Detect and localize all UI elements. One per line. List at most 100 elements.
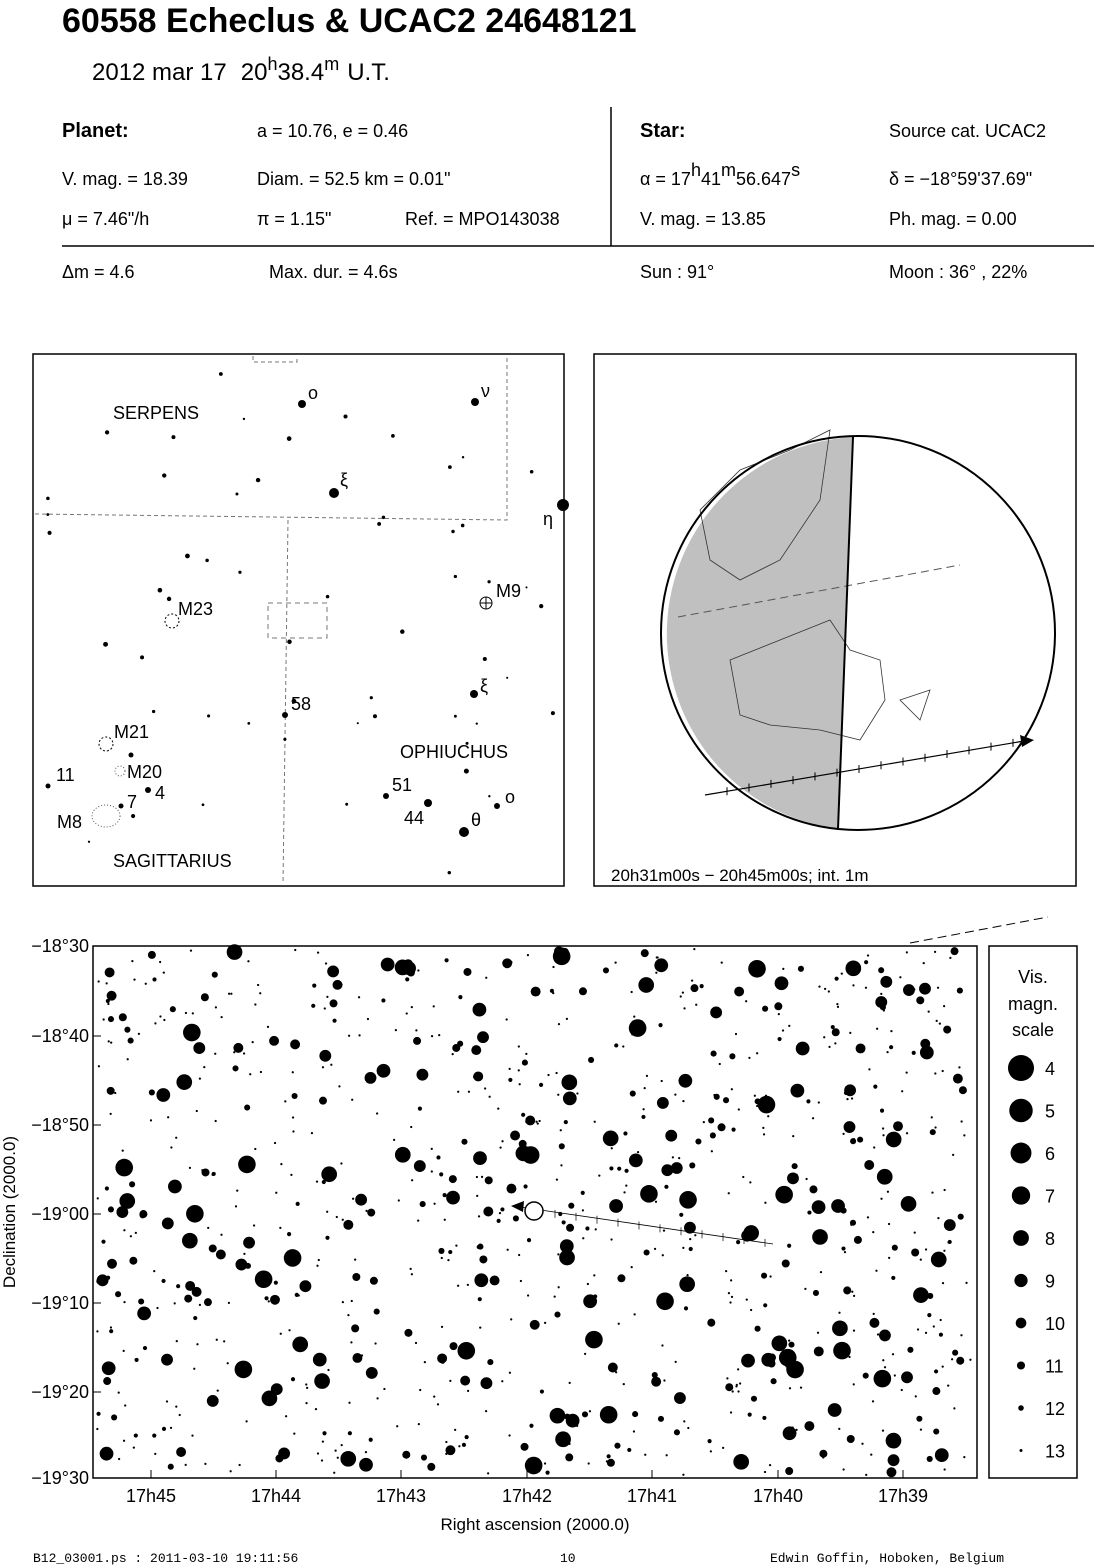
star: [193, 1315, 198, 1321]
star: [913, 1287, 929, 1303]
star: [488, 1095, 491, 1098]
star: [436, 1403, 440, 1406]
star: [453, 714, 457, 718]
alpha: 56.647: [736, 169, 791, 189]
star: [204, 1462, 207, 1466]
star: [365, 1209, 368, 1212]
info: Diam. = 52.5 km = 0.01": [257, 169, 450, 189]
terminator: [837, 436, 854, 830]
finder-label: 4: [155, 783, 165, 803]
star: [845, 960, 862, 977]
star: [133, 1433, 138, 1438]
scale-dot: [1009, 1098, 1033, 1123]
star: [901, 1090, 904, 1093]
x-tick-label: 17h42: [502, 1486, 552, 1506]
star: [702, 1121, 705, 1124]
star: [682, 1473, 685, 1476]
star: [617, 1322, 620, 1325]
alpha: m: [721, 160, 736, 180]
star: [565, 1017, 569, 1020]
star: [520, 1442, 529, 1451]
star: [123, 1229, 126, 1232]
star: [836, 1002, 839, 1006]
star: [381, 998, 386, 1003]
star: [865, 1473, 868, 1477]
star: [508, 1434, 511, 1437]
info: Δm = 4.6: [62, 262, 135, 282]
star: [477, 1297, 482, 1302]
star: [539, 1082, 544, 1087]
star: [788, 1024, 791, 1028]
star: [900, 1196, 917, 1212]
star: [557, 499, 569, 511]
star: [448, 465, 452, 469]
star: [338, 1085, 341, 1088]
star: [797, 965, 804, 972]
scale-dot: [1016, 1361, 1026, 1370]
finder-label: M9: [496, 581, 521, 601]
star: [506, 676, 509, 679]
star: [684, 1221, 696, 1234]
star: [114, 1091, 117, 1095]
star: [410, 1273, 413, 1276]
star: [414, 1341, 418, 1345]
shadow-path: [704, 739, 1031, 796]
star: [674, 1360, 677, 1363]
star: [749, 1181, 752, 1184]
star: [624, 1168, 629, 1173]
star: [305, 1383, 308, 1386]
star: [251, 1041, 254, 1044]
star: [347, 1314, 350, 1317]
star: [252, 1224, 256, 1227]
star: [267, 1300, 270, 1303]
star: [369, 696, 373, 700]
x-tick-label: 17h39: [878, 1486, 928, 1506]
star: [730, 1279, 733, 1282]
star: [958, 1086, 967, 1095]
star: [950, 947, 959, 956]
label: Star:: [640, 120, 686, 142]
star: [461, 455, 465, 459]
star: [606, 1454, 611, 1459]
star: [464, 1435, 469, 1440]
star: [806, 1099, 811, 1104]
star: [512, 1215, 519, 1222]
star: [630, 990, 633, 994]
star: [106, 1275, 111, 1280]
star: [834, 1042, 837, 1045]
star: [329, 999, 338, 1008]
star: [433, 1395, 436, 1398]
star: [559, 1239, 574, 1254]
star: [731, 1390, 734, 1393]
globular: [480, 597, 492, 609]
star: [138, 1298, 145, 1305]
star: [473, 1071, 484, 1082]
star: [101, 1239, 106, 1244]
star: [927, 1313, 932, 1318]
star: [674, 1093, 677, 1096]
star: [628, 1153, 643, 1168]
finder-label: M23: [178, 599, 213, 619]
star: [625, 1184, 628, 1187]
star: [729, 1053, 736, 1060]
star: [561, 1074, 578, 1091]
star: [873, 1369, 892, 1388]
star: [440, 1325, 444, 1328]
star: [118, 1457, 121, 1461]
star: [365, 1366, 378, 1379]
star: [122, 1349, 125, 1352]
time: 38.4: [277, 59, 324, 86]
star: [656, 1097, 669, 1109]
finder-label: o: [505, 787, 515, 807]
star: [558, 1143, 565, 1150]
star: [552, 965, 555, 969]
star: [350, 1299, 353, 1303]
star: [958, 1066, 961, 1069]
star: [965, 1281, 968, 1285]
star: [311, 1003, 316, 1008]
star: [913, 1231, 916, 1234]
star: [819, 1449, 828, 1458]
star: [259, 1070, 263, 1074]
star: [602, 1130, 619, 1147]
star: [280, 1162, 283, 1166]
